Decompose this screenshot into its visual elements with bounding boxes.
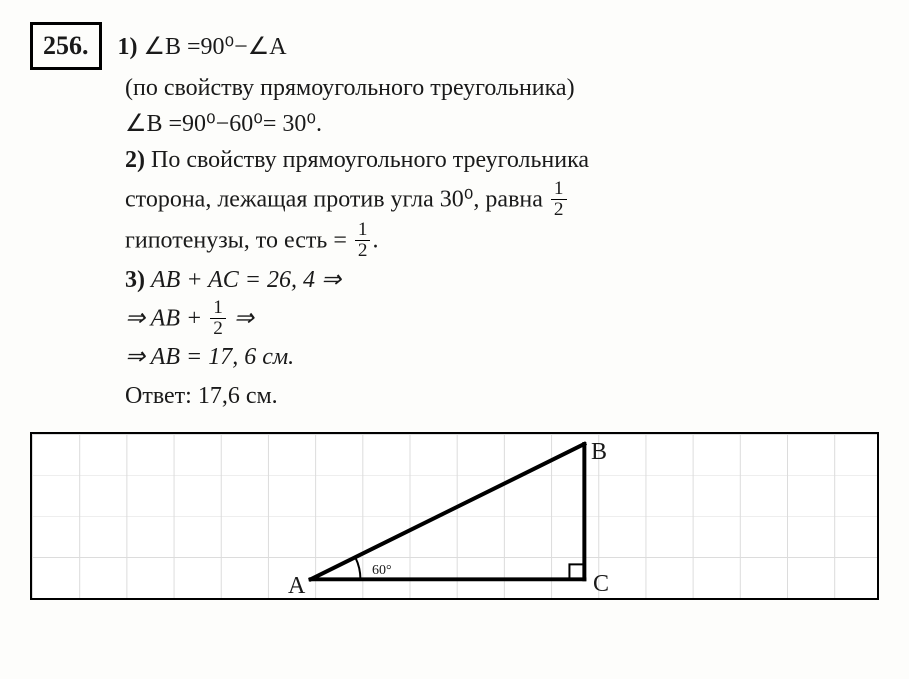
diagram-svg <box>32 434 877 601</box>
fraction-half-1: 12 <box>551 179 567 220</box>
fraction-half-2: 12 <box>355 220 371 261</box>
problem-number-box: 256. <box>30 22 102 70</box>
answer-value: 17,6 см. <box>198 383 278 409</box>
part2-lead: 2) <box>125 147 145 173</box>
part1-formula-numeric: ∠B =90⁰−60⁰= 30⁰. <box>125 106 879 142</box>
part1-lead: 1) <box>118 34 138 60</box>
answer-label: Ответ: <box>125 383 198 409</box>
vertex-label-a: A <box>288 568 305 604</box>
part2-line-b: сторона, лежащая против угла 30⁰, равна … <box>125 179 879 220</box>
triangle-diagram: A B C 60° <box>30 432 879 600</box>
part3-line-c: ⇒ AB = 17, 6 см. <box>125 339 879 375</box>
main-content: (по свойству прямоугольного треугольника… <box>30 70 879 415</box>
part3-line-b: ⇒ AB + 12 ⇒ <box>125 298 879 339</box>
angle-label-60: 60° <box>372 560 392 581</box>
part1-formula-initial: ∠B =90⁰−∠A <box>144 34 287 60</box>
part2-line-c: гипотенузы, то есть = 12. <box>125 220 879 261</box>
answer-line: Ответ: 17,6 см. <box>125 378 879 414</box>
part3-lead: 3) <box>125 267 145 293</box>
part1-property: (по свойству прямоугольного треугольника… <box>125 70 879 106</box>
part3-line-a: 3) AB + AC = 26, 4 ⇒ <box>125 262 879 298</box>
heading-line: 256. 1) ∠B =90⁰−∠A <box>30 22 879 70</box>
fraction-half-3: 12 <box>210 298 226 339</box>
part2-line-a: 2) По свойству прямоугольного треугольни… <box>125 142 879 178</box>
vertex-label-b: B <box>591 434 607 470</box>
vertex-label-c: C <box>593 566 609 602</box>
